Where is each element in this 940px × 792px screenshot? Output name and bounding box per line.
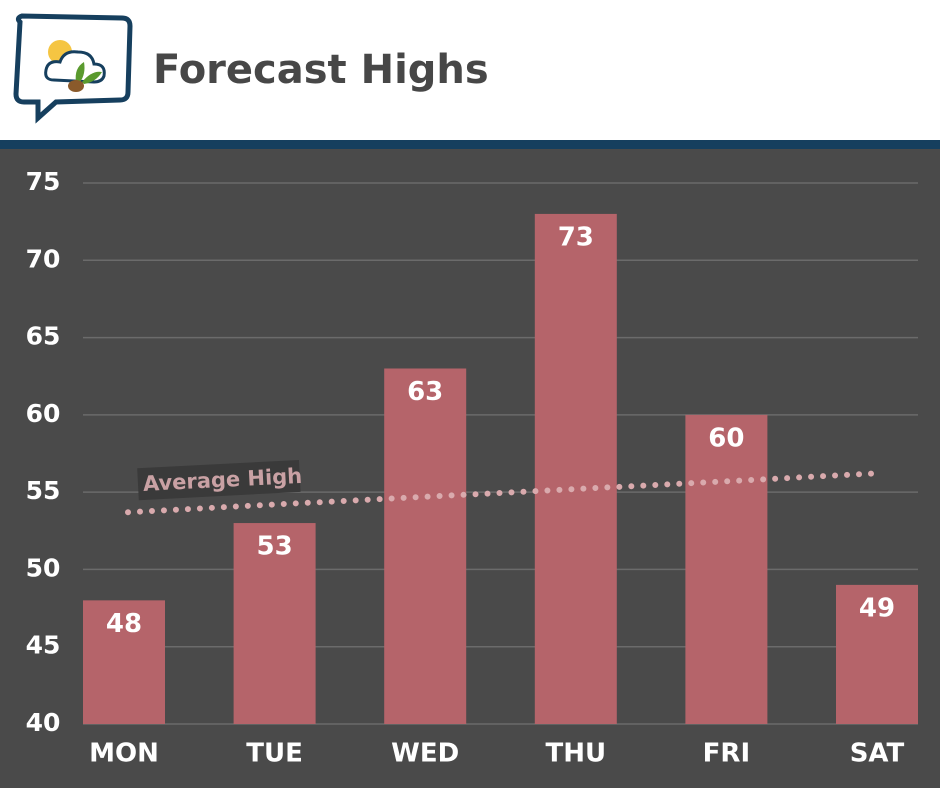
data-label: 73 — [558, 222, 594, 252]
bar — [685, 414, 768, 724]
x-tick-label: WED — [391, 739, 459, 769]
y-tick-label: 65 — [26, 322, 61, 351]
x-tick-label: SAT — [850, 739, 905, 769]
x-tick-label: FRI — [703, 739, 750, 769]
data-label: 63 — [407, 377, 443, 407]
logo — [13, 13, 133, 124]
y-tick-label: 75 — [26, 167, 61, 196]
bar — [384, 368, 467, 724]
data-label: 60 — [708, 423, 744, 453]
bar — [83, 600, 165, 724]
y-tick-label: 60 — [26, 399, 61, 428]
x-tick-label: MON — [89, 739, 159, 769]
data-label: 53 — [257, 532, 293, 562]
trend-label-group: Average High — [137, 459, 303, 501]
y-tick-label: 45 — [26, 631, 61, 660]
bar — [233, 523, 316, 724]
chart-title: Forecast Highs — [153, 47, 489, 93]
bar — [534, 213, 617, 724]
data-label: 49 — [859, 593, 895, 623]
trend-label-background — [137, 459, 301, 501]
x-tick-label: TUE — [246, 739, 303, 769]
y-tick-label: 40 — [26, 708, 61, 737]
y-tick-label: 70 — [26, 244, 61, 273]
trend-line — [125, 470, 874, 516]
header-stripe — [0, 140, 940, 149]
x-tick-label: THU — [545, 739, 606, 769]
y-tick-label: 50 — [26, 553, 61, 582]
y-tick-label: 55 — [26, 476, 61, 505]
header-background — [0, 0, 940, 140]
data-label: 48 — [106, 609, 142, 639]
bar — [836, 584, 918, 724]
